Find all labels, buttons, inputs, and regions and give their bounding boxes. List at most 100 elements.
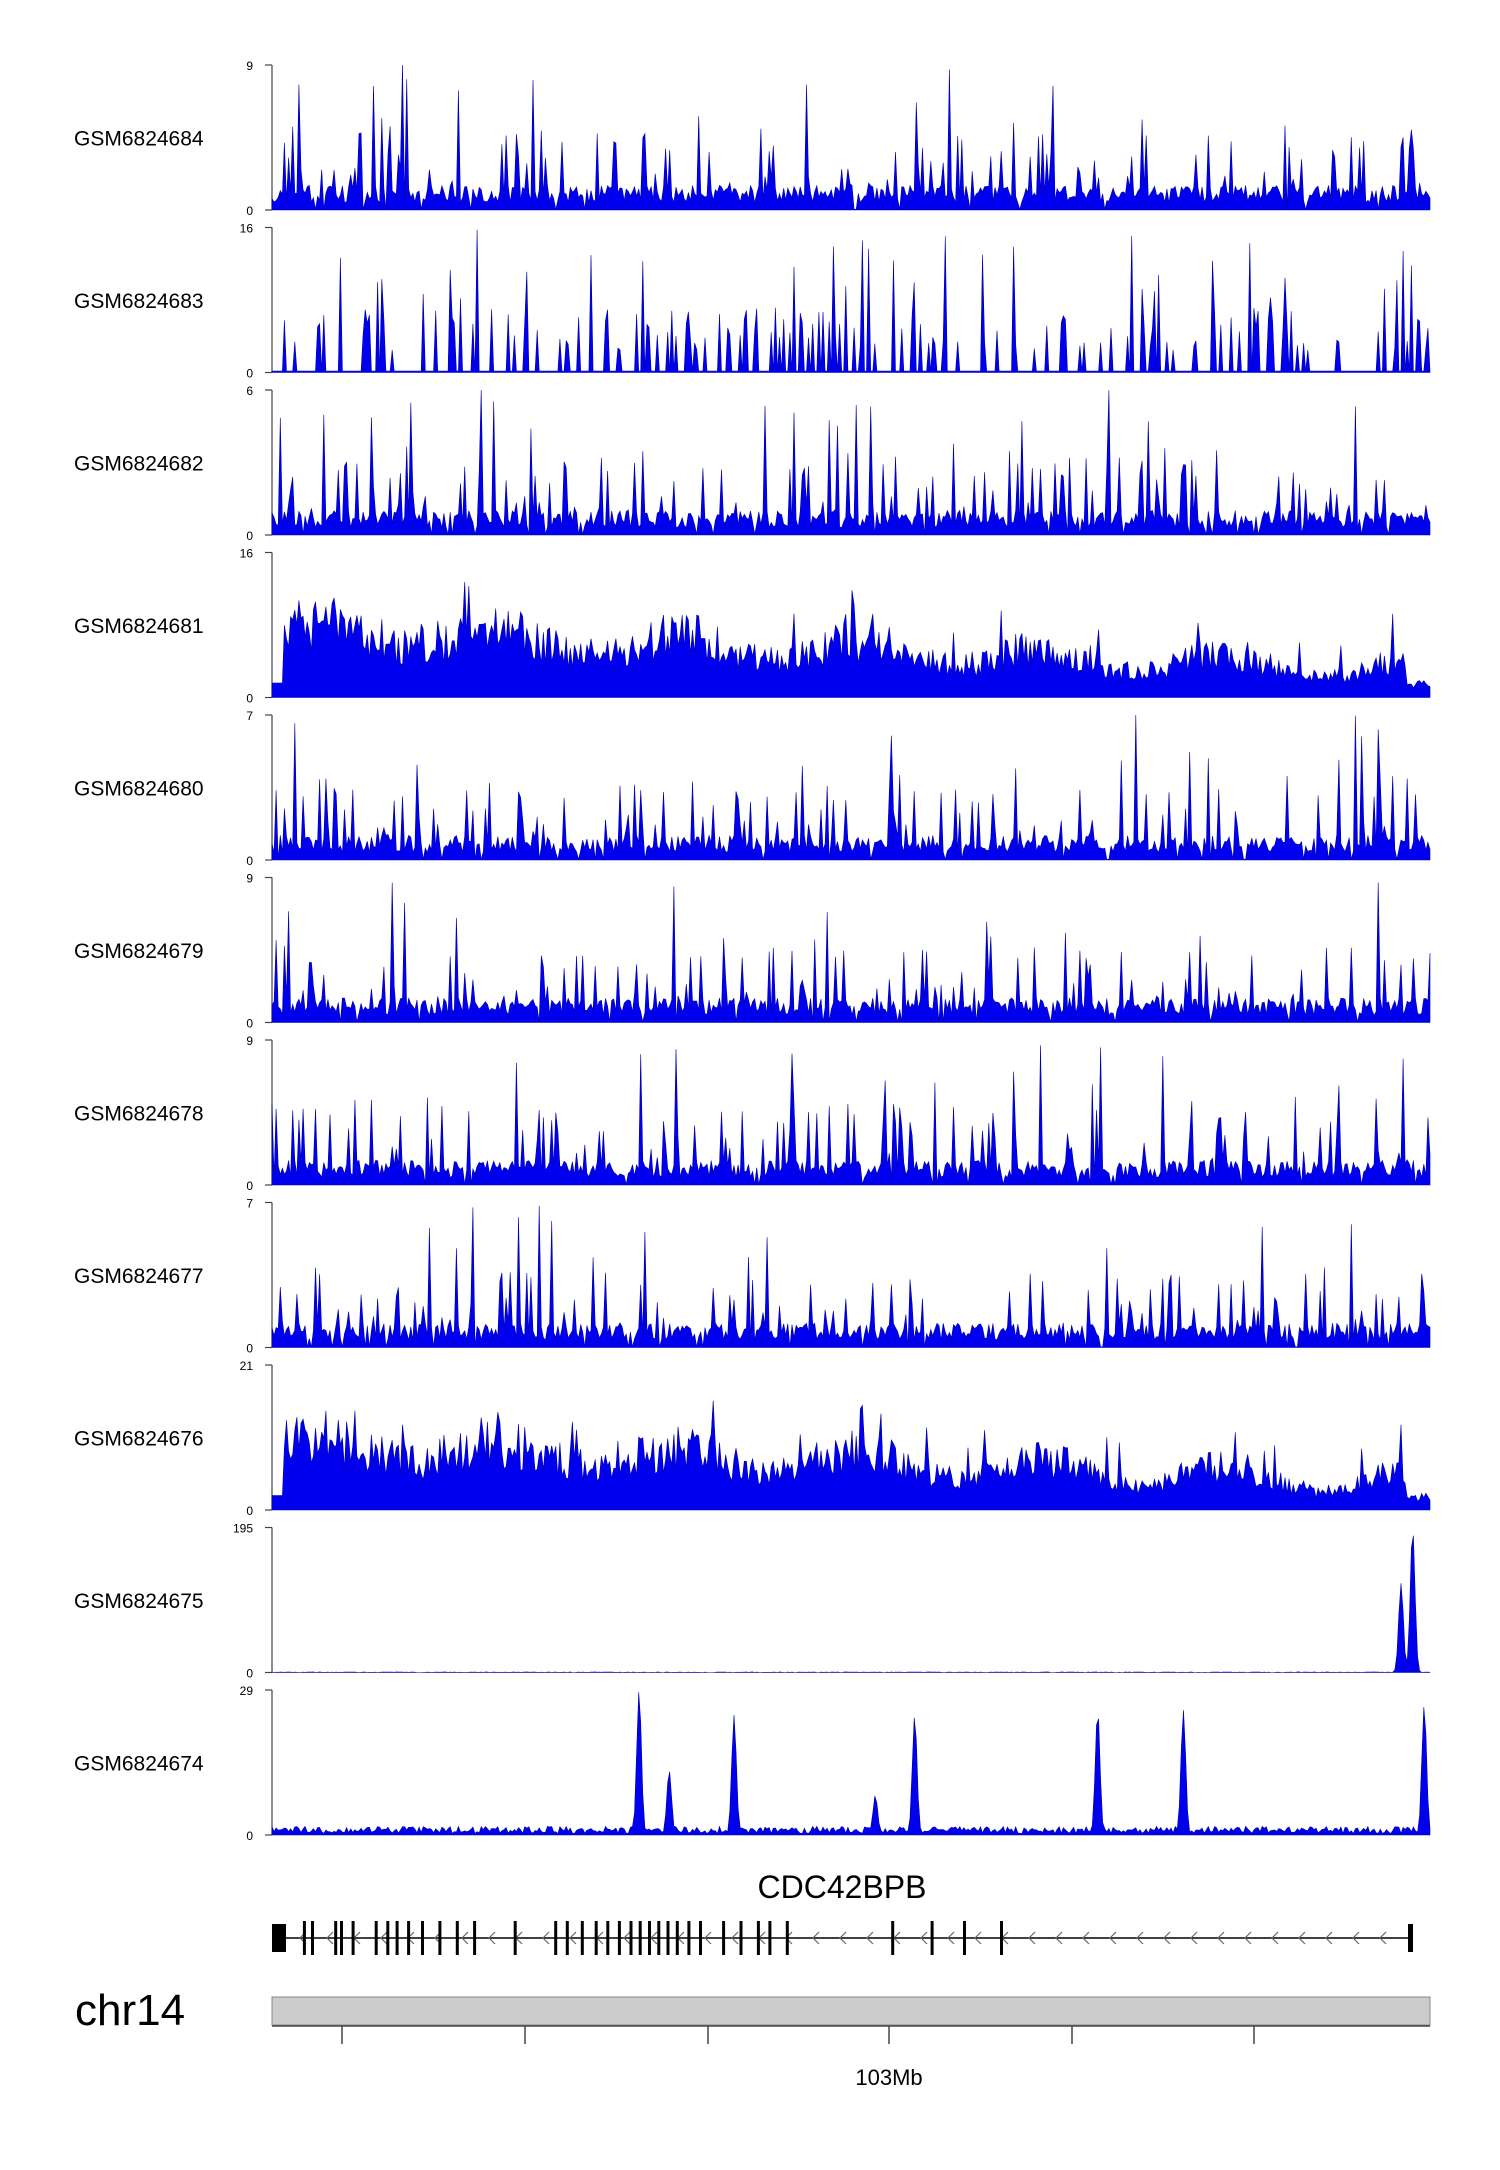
track-GSM6824683: GSM6824683 16 0 bbox=[74, 222, 1431, 381]
gene-exon bbox=[407, 1921, 411, 1955]
y-max-label: 29 bbox=[240, 1684, 254, 1698]
track-label: GSM6824675 bbox=[74, 1590, 204, 1613]
gene-exon bbox=[374, 1921, 378, 1955]
strand-arrow bbox=[1163, 1931, 1171, 1945]
gene-exon bbox=[657, 1921, 661, 1955]
strand-arrow bbox=[731, 1931, 739, 1945]
strand-arrow bbox=[839, 1931, 847, 1945]
strand-arrow bbox=[1379, 1931, 1387, 1945]
strand-arrow bbox=[1352, 1931, 1360, 1945]
strand-arrow bbox=[461, 1931, 469, 1945]
track-label: GSM6824681 bbox=[74, 615, 204, 638]
track-GSM6824674: GSM6824674 29 0 bbox=[74, 1684, 1431, 1843]
gene-model bbox=[272, 1921, 1413, 1955]
gene-exon bbox=[351, 1921, 355, 1955]
strand-arrow bbox=[974, 1931, 982, 1945]
y-max-label: 195 bbox=[233, 1522, 253, 1536]
strand-arrow bbox=[1217, 1931, 1225, 1945]
strand-arrow bbox=[488, 1931, 496, 1945]
gene-exon bbox=[768, 1921, 772, 1955]
y-min-label: 0 bbox=[246, 529, 253, 543]
strand-arrow bbox=[1055, 1931, 1063, 1945]
track-GSM6824676: GSM6824676 21 0 bbox=[74, 1359, 1431, 1518]
signal-area bbox=[271, 714, 1431, 861]
gene-name-label: CDC42BPB bbox=[758, 1869, 927, 1905]
y-max-label: 7 bbox=[246, 1197, 253, 1211]
track-label: GSM6824680 bbox=[74, 778, 204, 801]
y-min-label: 0 bbox=[246, 1179, 253, 1193]
strand-arrow bbox=[1325, 1931, 1333, 1945]
gene-exon bbox=[666, 1921, 670, 1955]
gene-exon bbox=[473, 1921, 477, 1955]
gene-exon bbox=[638, 1921, 642, 1955]
track-GSM6824680: GSM6824680 7 0 bbox=[74, 709, 1431, 868]
y-min-label: 0 bbox=[246, 1342, 253, 1356]
gene-start-exon bbox=[1408, 1924, 1413, 1952]
gene-exon bbox=[963, 1921, 966, 1955]
strand-arrow bbox=[569, 1931, 577, 1945]
gene-exon bbox=[606, 1921, 610, 1955]
gene-track: CDC42BPB bbox=[272, 1869, 1413, 1955]
track-label: GSM6824674 bbox=[74, 1753, 204, 1776]
y-min-label: 0 bbox=[246, 692, 253, 706]
y-min-label: 0 bbox=[246, 854, 253, 868]
y-max-label: 6 bbox=[246, 384, 253, 398]
strand-arrow bbox=[1028, 1931, 1036, 1945]
genome-axis: 103Mb bbox=[272, 2025, 1430, 2090]
strand-arrow bbox=[1244, 1931, 1252, 1945]
strand-arrow bbox=[1109, 1931, 1117, 1945]
signal-area bbox=[271, 581, 1431, 698]
gene-exon bbox=[739, 1921, 743, 1955]
track-label: GSM6824676 bbox=[74, 1428, 204, 1451]
strand-arrow bbox=[542, 1931, 550, 1945]
gene-exon bbox=[580, 1921, 584, 1955]
y-max-label: 9 bbox=[246, 59, 253, 73]
gene-exon bbox=[513, 1921, 517, 1955]
signal-area bbox=[271, 1535, 1431, 1673]
gene-exon bbox=[302, 1921, 306, 1955]
track-label: GSM6824684 bbox=[74, 128, 204, 151]
strand-arrow bbox=[326, 1931, 334, 1945]
y-max-label: 9 bbox=[246, 872, 253, 886]
strand-arrow bbox=[380, 1931, 388, 1945]
track-label: GSM6824682 bbox=[74, 453, 204, 476]
signal-area bbox=[271, 64, 1431, 211]
y-max-label: 16 bbox=[240, 547, 254, 561]
gene-exon bbox=[395, 1921, 399, 1955]
signal-area bbox=[271, 1045, 1431, 1186]
strand-arrow bbox=[947, 1931, 955, 1945]
signal-area bbox=[271, 1400, 1431, 1511]
gene-exon bbox=[699, 1921, 702, 1955]
y-min-label: 0 bbox=[246, 367, 253, 381]
gene-exon bbox=[438, 1921, 442, 1955]
track-label: GSM6824679 bbox=[74, 940, 204, 963]
strand-arrow bbox=[812, 1931, 820, 1945]
gene-exon bbox=[421, 1921, 424, 1955]
signal-area bbox=[271, 1205, 1431, 1348]
strand-arrow bbox=[1082, 1931, 1090, 1945]
gene-exon bbox=[785, 1921, 789, 1955]
gene-exon bbox=[891, 1921, 895, 1955]
strand-arrow bbox=[866, 1931, 874, 1945]
gene-exon bbox=[722, 1921, 726, 1955]
strand-arrow bbox=[1271, 1931, 1279, 1945]
y-min-label: 0 bbox=[246, 1667, 253, 1681]
track-GSM6824684: GSM6824684 9 0 bbox=[74, 59, 1431, 218]
x-tick-label: 103Mb bbox=[855, 2065, 922, 2090]
gene-exon bbox=[930, 1921, 934, 1955]
gene-exon bbox=[455, 1921, 459, 1955]
track-label: GSM6824683 bbox=[74, 290, 204, 313]
y-max-label: 9 bbox=[246, 1034, 253, 1048]
gene-exon bbox=[675, 1921, 679, 1955]
y-min-label: 0 bbox=[246, 1017, 253, 1031]
gene-utr-block bbox=[272, 1924, 286, 1952]
signal-area bbox=[271, 229, 1431, 373]
strand-arrow bbox=[623, 1931, 631, 1945]
track-GSM6824677: GSM6824677 7 0 bbox=[74, 1197, 1431, 1356]
gene-exon bbox=[756, 1921, 760, 1955]
y-max-label: 21 bbox=[240, 1359, 254, 1373]
track-label: GSM6824678 bbox=[74, 1103, 204, 1126]
track-GSM6824682: GSM6824682 6 0 bbox=[74, 384, 1431, 543]
track-GSM6824675: GSM6824675 195 0 bbox=[74, 1522, 1431, 1681]
